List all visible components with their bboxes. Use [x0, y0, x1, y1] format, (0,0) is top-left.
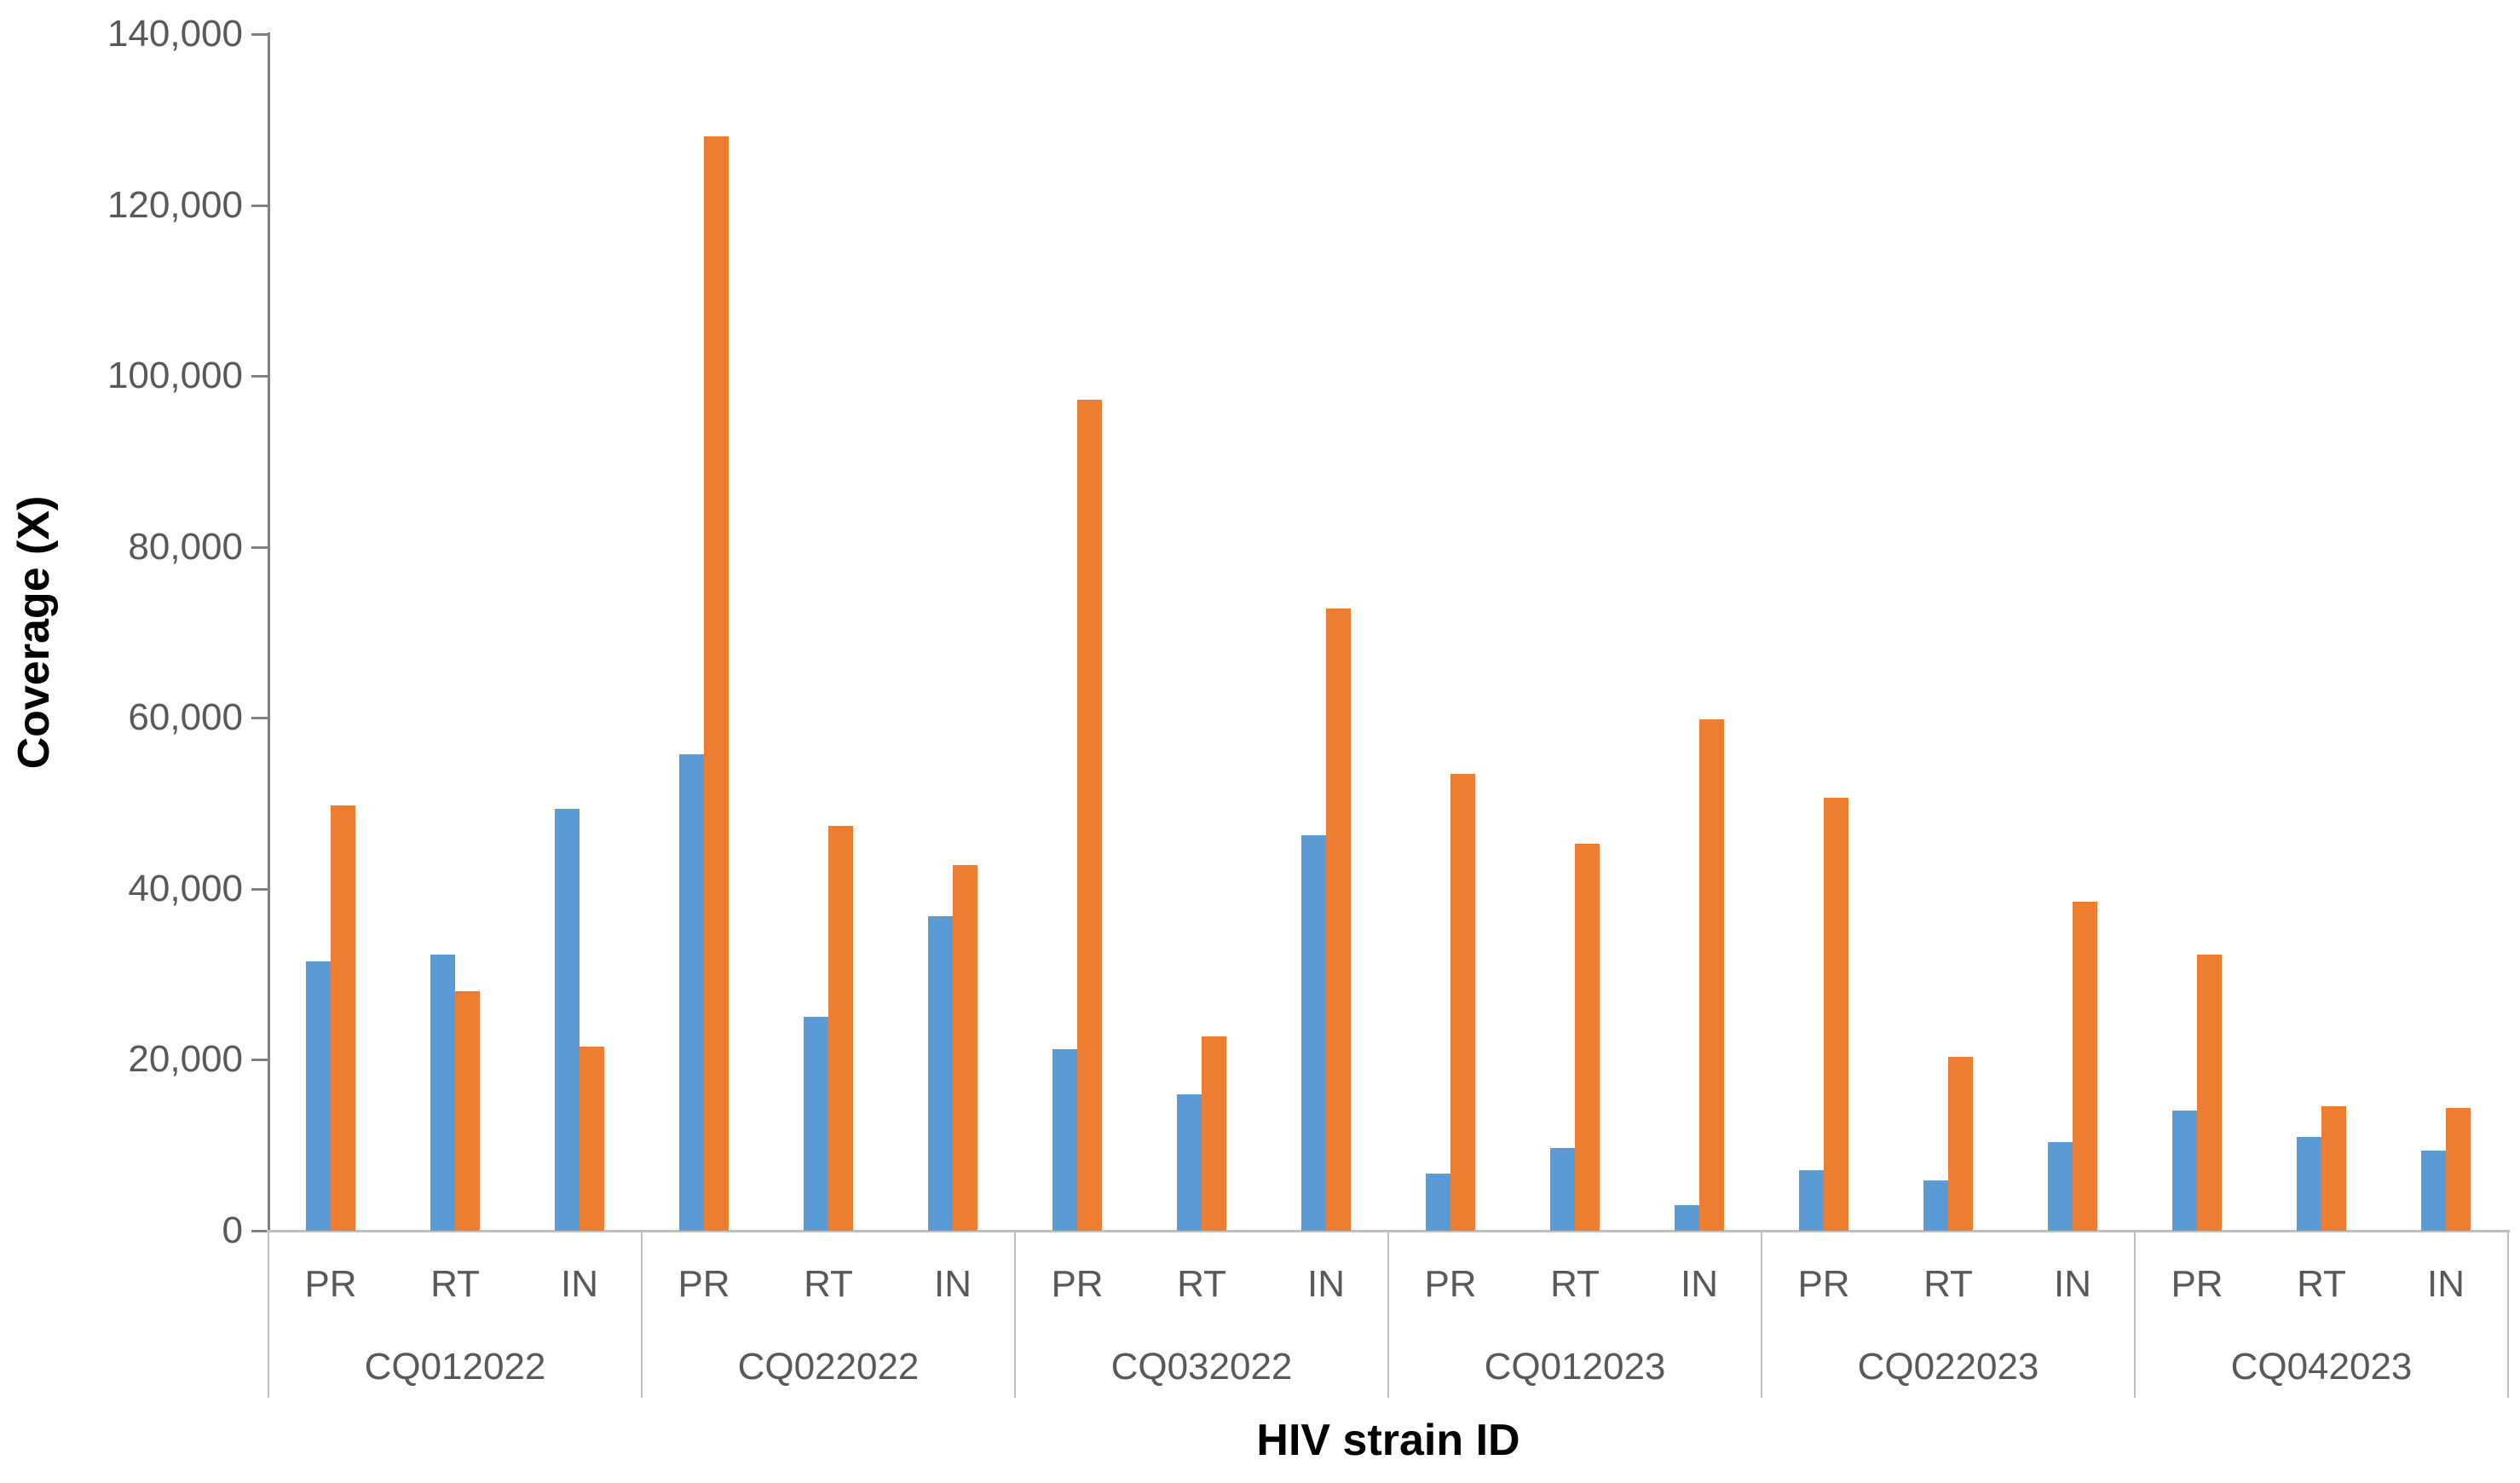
- bar-orange: [1326, 608, 1351, 1231]
- group-label: CQ012023: [1484, 1346, 1666, 1388]
- subcategory-label: PR: [304, 1263, 357, 1305]
- bar-blue: [1052, 1049, 1077, 1231]
- x-axis-title: HIV strain ID: [1256, 1416, 1520, 1465]
- y-tick-label: 40,000: [128, 867, 243, 909]
- group-divider: [1761, 1231, 1762, 1398]
- bar-orange: [1575, 843, 1600, 1231]
- group-divider: [1387, 1231, 1389, 1398]
- bar-orange: [1450, 774, 1475, 1231]
- bar-blue: [2172, 1110, 2197, 1231]
- group-divider: [1014, 1231, 1016, 1398]
- y-tick: [251, 204, 268, 207]
- bar-blue: [2421, 1150, 2446, 1231]
- group-divider: [268, 1231, 269, 1398]
- subcategory-label: IN: [1307, 1263, 1345, 1305]
- bar-orange: [2073, 901, 2097, 1231]
- y-axis-line: [268, 32, 270, 1232]
- bar-orange: [2446, 1107, 2471, 1231]
- bar-orange: [2197, 955, 2222, 1231]
- y-tick-label: 60,000: [128, 696, 243, 739]
- subcategory-label: IN: [561, 1263, 598, 1305]
- y-tick: [251, 717, 268, 720]
- subcategory-label: IN: [934, 1263, 972, 1305]
- group-divider: [2134, 1231, 2136, 1398]
- group-label: CQ022023: [1857, 1346, 2039, 1388]
- subcategory-label: PR: [1424, 1263, 1477, 1305]
- subcategory-label: RT: [804, 1263, 853, 1305]
- bar-blue: [1923, 1180, 1948, 1231]
- bar-orange: [455, 991, 480, 1231]
- subcategory-label: RT: [430, 1263, 480, 1305]
- y-tick: [251, 33, 268, 36]
- subcategory-label: PR: [2171, 1263, 2223, 1305]
- subcategory-label: IN: [1681, 1263, 1718, 1305]
- y-tick: [251, 1059, 268, 1062]
- bar-blue: [928, 915, 953, 1231]
- bar-orange: [1948, 1057, 1973, 1231]
- subcategory-label: RT: [2297, 1263, 2346, 1305]
- subcategory-label: IN: [2427, 1263, 2465, 1305]
- bar-orange: [1077, 400, 1102, 1231]
- bar-orange: [2321, 1105, 2346, 1231]
- group-divider: [2507, 1231, 2509, 1398]
- y-tick-label: 100,000: [107, 355, 243, 397]
- bar-blue: [679, 754, 704, 1231]
- group-label: CQ032022: [1110, 1346, 1293, 1388]
- bar-orange: [580, 1047, 604, 1231]
- bar-orange: [1824, 797, 1848, 1231]
- y-tick: [251, 545, 268, 549]
- bar-blue: [1301, 834, 1326, 1231]
- y-tick-label: 80,000: [128, 525, 243, 568]
- group-label: CQ022022: [737, 1346, 920, 1388]
- y-tick-label: 120,000: [107, 183, 243, 226]
- bar-blue: [430, 955, 455, 1231]
- subcategory-label: PR: [1051, 1263, 1104, 1305]
- bar-blue: [1177, 1093, 1202, 1231]
- subcategory-label: RT: [1923, 1263, 1973, 1305]
- bar-blue: [2297, 1136, 2321, 1231]
- subcategory-label: RT: [1177, 1263, 1226, 1305]
- subcategory-label: PR: [1797, 1263, 1850, 1305]
- subcategory-label: PR: [678, 1263, 730, 1305]
- y-tick: [251, 887, 268, 891]
- bar-blue: [306, 961, 331, 1231]
- bar-blue: [1799, 1169, 1824, 1231]
- y-tick-label: 0: [222, 1209, 243, 1251]
- subcategory-label: RT: [1550, 1263, 1600, 1305]
- y-tick: [251, 1230, 268, 1232]
- group-label: CQ012022: [364, 1346, 546, 1388]
- bar-blue: [1675, 1204, 1699, 1231]
- subcategory-label: IN: [2054, 1263, 2091, 1305]
- bar-orange: [1699, 719, 1724, 1231]
- group-divider: [641, 1231, 643, 1398]
- group-label: CQ042023: [2230, 1346, 2413, 1388]
- bar-orange: [331, 805, 355, 1231]
- bar-orange: [704, 136, 729, 1231]
- bar-orange: [828, 825, 853, 1231]
- y-tick: [251, 375, 268, 378]
- y-tick-label: 20,000: [128, 1038, 243, 1081]
- bar-orange: [953, 864, 977, 1231]
- bar-blue: [804, 1017, 828, 1231]
- bar-blue: [555, 808, 580, 1231]
- bar-orange: [1202, 1036, 1226, 1231]
- bar-blue: [1426, 1173, 1450, 1231]
- bar-blue: [1550, 1147, 1575, 1231]
- bar-blue: [2048, 1141, 2073, 1231]
- y-tick-label: 140,000: [107, 13, 243, 55]
